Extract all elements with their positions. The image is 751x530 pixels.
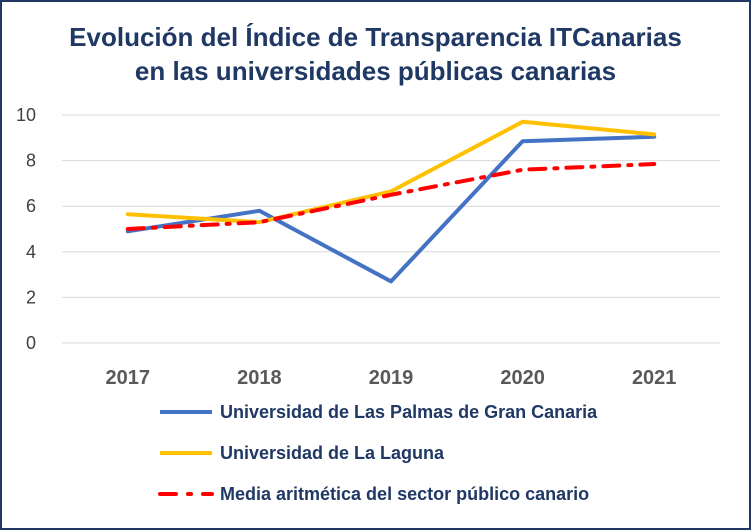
x-axis-ticks: 2017 2018 2019 2020 2021 bbox=[106, 367, 677, 389]
legend-item-2: Universidad de La Laguna bbox=[160, 443, 445, 463]
y-tick-label: 0 bbox=[26, 333, 36, 353]
x-tick-label: 2020 bbox=[500, 367, 545, 389]
series-lines bbox=[125, 119, 657, 284]
legend-label: Universidad de La Laguna bbox=[220, 443, 445, 463]
series-line-3 bbox=[125, 162, 657, 231]
series-line-1 bbox=[125, 134, 657, 284]
y-axis-ticks: 0 2 4 6 8 10 bbox=[16, 105, 36, 353]
legend-item-1: Universidad de Las Palmas de Gran Canari… bbox=[160, 402, 598, 422]
x-tick-label: 2017 bbox=[106, 367, 151, 389]
legend: Universidad de Las Palmas de Gran Canari… bbox=[158, 402, 598, 504]
chart-title-line-2: en las universidades públicas canarias bbox=[134, 56, 617, 86]
x-tick-label: 2019 bbox=[369, 367, 414, 389]
y-tick-label: 6 bbox=[26, 196, 36, 216]
chart-title: Evolución del Índice de Transparencia IT… bbox=[0, 20, 751, 88]
y-tick-label: 10 bbox=[16, 105, 36, 125]
x-tick-label: 2021 bbox=[632, 367, 677, 389]
legend-item-3: Media aritmética del sector público cana… bbox=[158, 484, 589, 504]
y-tick-label: 8 bbox=[26, 151, 36, 171]
chart-title-line-1: Evolución del Índice de Transparencia IT… bbox=[69, 22, 682, 52]
y-tick-label: 4 bbox=[26, 242, 36, 262]
x-tick-label: 2018 bbox=[237, 367, 282, 389]
y-tick-label: 2 bbox=[26, 287, 36, 307]
legend-label: Media aritmética del sector público cana… bbox=[220, 484, 589, 504]
grid-lines bbox=[62, 114, 720, 344]
series-line-2 bbox=[125, 119, 657, 225]
legend-label: Universidad de Las Palmas de Gran Canari… bbox=[220, 402, 598, 422]
